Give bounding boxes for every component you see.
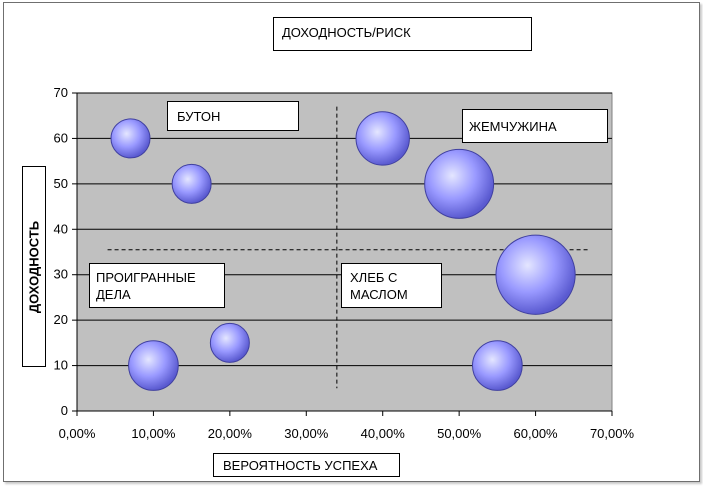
y-tick-label: 50 bbox=[54, 176, 68, 191]
x-tick-label: 50,00% bbox=[437, 426, 482, 441]
quadrant-label-bread-and-butter: ХЛЕБ С МАСЛОМ bbox=[341, 263, 442, 308]
bubble bbox=[471, 340, 523, 391]
x-tick-label: 60,00% bbox=[514, 426, 559, 441]
quadrant-label-lost-causes: ПРОИГРАННЫЕ ДЕЛА bbox=[89, 263, 225, 308]
bubble bbox=[495, 234, 576, 315]
bubble bbox=[209, 322, 250, 363]
quadrant-label-bud: БУТОН bbox=[167, 101, 299, 131]
chart-title: ДОХОДНОСТЬ/РИСК bbox=[273, 17, 532, 51]
x-tick-label: 30,00% bbox=[284, 426, 329, 441]
x-tick-label: 0,00% bbox=[59, 426, 96, 441]
y-tick-label: 20 bbox=[54, 312, 68, 327]
y-tick-labels: 0 10 20 30 40 50 60 70 bbox=[54, 85, 68, 418]
y-tick-label: 30 bbox=[54, 267, 68, 282]
bubbles bbox=[110, 111, 576, 391]
y-tick-label: 60 bbox=[54, 130, 68, 145]
x-tick-label: 40,00% bbox=[361, 426, 406, 441]
x-tick-label: 20,00% bbox=[208, 426, 253, 441]
x-tick-label: 10,00% bbox=[131, 426, 176, 441]
y-axis-label: ДОХОДНОСТЬ bbox=[26, 220, 42, 313]
y-axis-label-box: ДОХОДНОСТЬ bbox=[22, 166, 46, 367]
y-tick-label: 40 bbox=[54, 221, 68, 236]
bubble bbox=[424, 148, 495, 219]
y-tick-label: 70 bbox=[54, 85, 68, 100]
quadrant-label-pearl: ЖЕМЧУЖИНА bbox=[462, 109, 608, 143]
bubble bbox=[128, 340, 179, 391]
bubble bbox=[355, 111, 410, 166]
x-tick-label: 70,00% bbox=[590, 426, 635, 441]
y-tick-label: 10 bbox=[54, 358, 68, 373]
axes bbox=[76, 93, 612, 412]
bubble bbox=[171, 163, 212, 204]
y-tick-label: 0 bbox=[61, 403, 68, 418]
x-tick-labels: 0,00% 10,00% 20,00% 30,00% 40,00% 50,00% 60,00… bbox=[59, 426, 635, 441]
bubble bbox=[110, 118, 151, 159]
x-axis-label: ВЕРОЯТНОСТЬ УСПЕХА bbox=[213, 453, 400, 477]
